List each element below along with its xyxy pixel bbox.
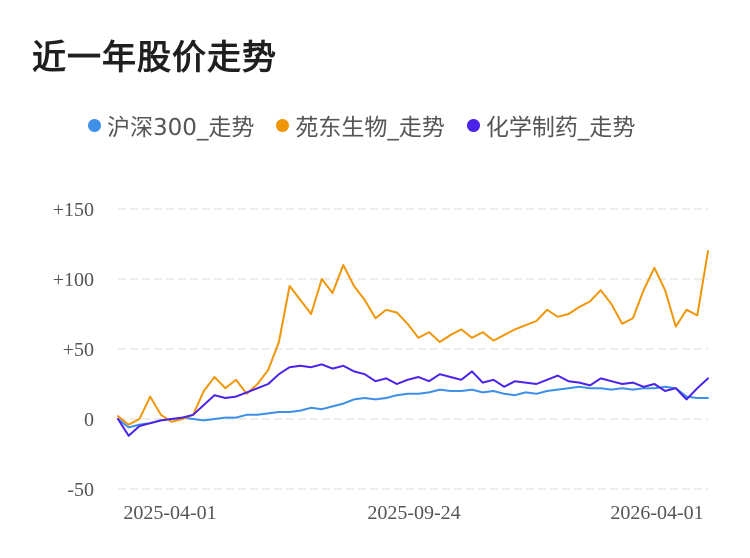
grid-lines (118, 208, 708, 490)
series-line-1 (117, 250, 709, 426)
legend-dot-icon (276, 118, 290, 132)
legend-label: 化学制药_走势 (485, 115, 636, 141)
legend: 沪深300_走势 苑东生物_走势 化学制药_走势 (88, 108, 635, 142)
legend-dot-icon (88, 118, 101, 132)
series-lines (117, 250, 709, 437)
y-tick-label: +50 (63, 339, 94, 361)
x-tick-label: 2026-04-01 (610, 502, 703, 524)
x-tick-label: 2025-09-24 (367, 502, 460, 524)
y-tick-label: +150 (53, 199, 94, 221)
series-line-0 (117, 385, 709, 429)
y-tick-label: -50 (67, 479, 94, 501)
chart-title: 近一年股价走势 (32, 38, 277, 78)
legend-item-hs300[interactable]: 沪深300_走势 (88, 108, 254, 142)
legend-item-yuandong[interactable]: 苑东生物_走势 (276, 108, 445, 142)
y-axis-ticks: +150 +100 +50 0 -50 (53, 199, 94, 501)
legend-label: 苑东生物_走势 (295, 115, 445, 141)
legend-dot-icon (466, 118, 480, 132)
y-tick-label: +100 (53, 269, 94, 291)
x-tick-label: 2025-04-01 (123, 502, 216, 524)
x-axis-ticks: 2025-04-01 2025-09-24 2026-04-01 (123, 502, 703, 524)
legend-label: 沪深300_走势 (107, 115, 255, 141)
y-tick-label: 0 (84, 409, 94, 431)
series-line-2 (117, 363, 709, 437)
legend-item-pharma[interactable]: 化学制药_走势 (466, 108, 636, 142)
